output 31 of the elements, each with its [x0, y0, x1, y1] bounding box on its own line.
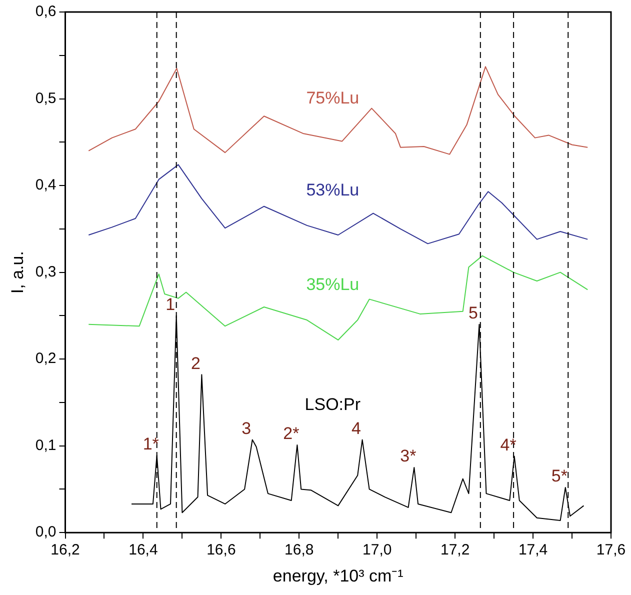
x-tick-label: 16,8: [284, 542, 314, 559]
x-tick-label: 16,2: [50, 542, 80, 559]
x-tick-label: 17,6: [596, 542, 626, 559]
x-tick-label: 16,4: [128, 542, 158, 559]
annotation: 5*: [551, 466, 568, 486]
y-tick-label: 0,0: [35, 524, 56, 541]
annotation: 5: [468, 304, 478, 323]
x-tick-label: 17,2: [440, 542, 470, 559]
annotation: 3*: [400, 446, 417, 466]
x-axis-title: energy, *10³ cm⁻¹: [272, 566, 404, 586]
x-tick-label: 17,0: [362, 542, 392, 559]
y-axis-title: I, a.u.: [8, 251, 27, 294]
annotation: 3: [242, 418, 252, 438]
series-label: 35%Lu: [306, 275, 360, 294]
y-tick-label: 0,5: [35, 90, 56, 107]
annotation: 2*: [283, 424, 300, 444]
annotation: 1: [166, 294, 176, 314]
annotation: 4*: [500, 435, 517, 454]
series-label: LSO:Pr: [304, 394, 361, 414]
y-tick-label: 0,2: [35, 350, 56, 368]
y-tick-label: 0,1: [35, 436, 56, 454]
series-label: 75%Lu: [306, 88, 360, 108]
annotation: 1*: [142, 434, 160, 454]
annotation: 4: [352, 418, 362, 438]
y-tick-label: 0,6: [35, 3, 56, 20]
annotation: 2: [190, 354, 200, 373]
x-tick-label: 17,4: [518, 542, 548, 559]
x-tick-label: 16,6: [206, 542, 236, 559]
y-tick-label: 0,3: [35, 263, 56, 280]
y-tick-label: 0,4: [35, 176, 56, 194]
series-label: 53%Lu: [306, 180, 360, 200]
